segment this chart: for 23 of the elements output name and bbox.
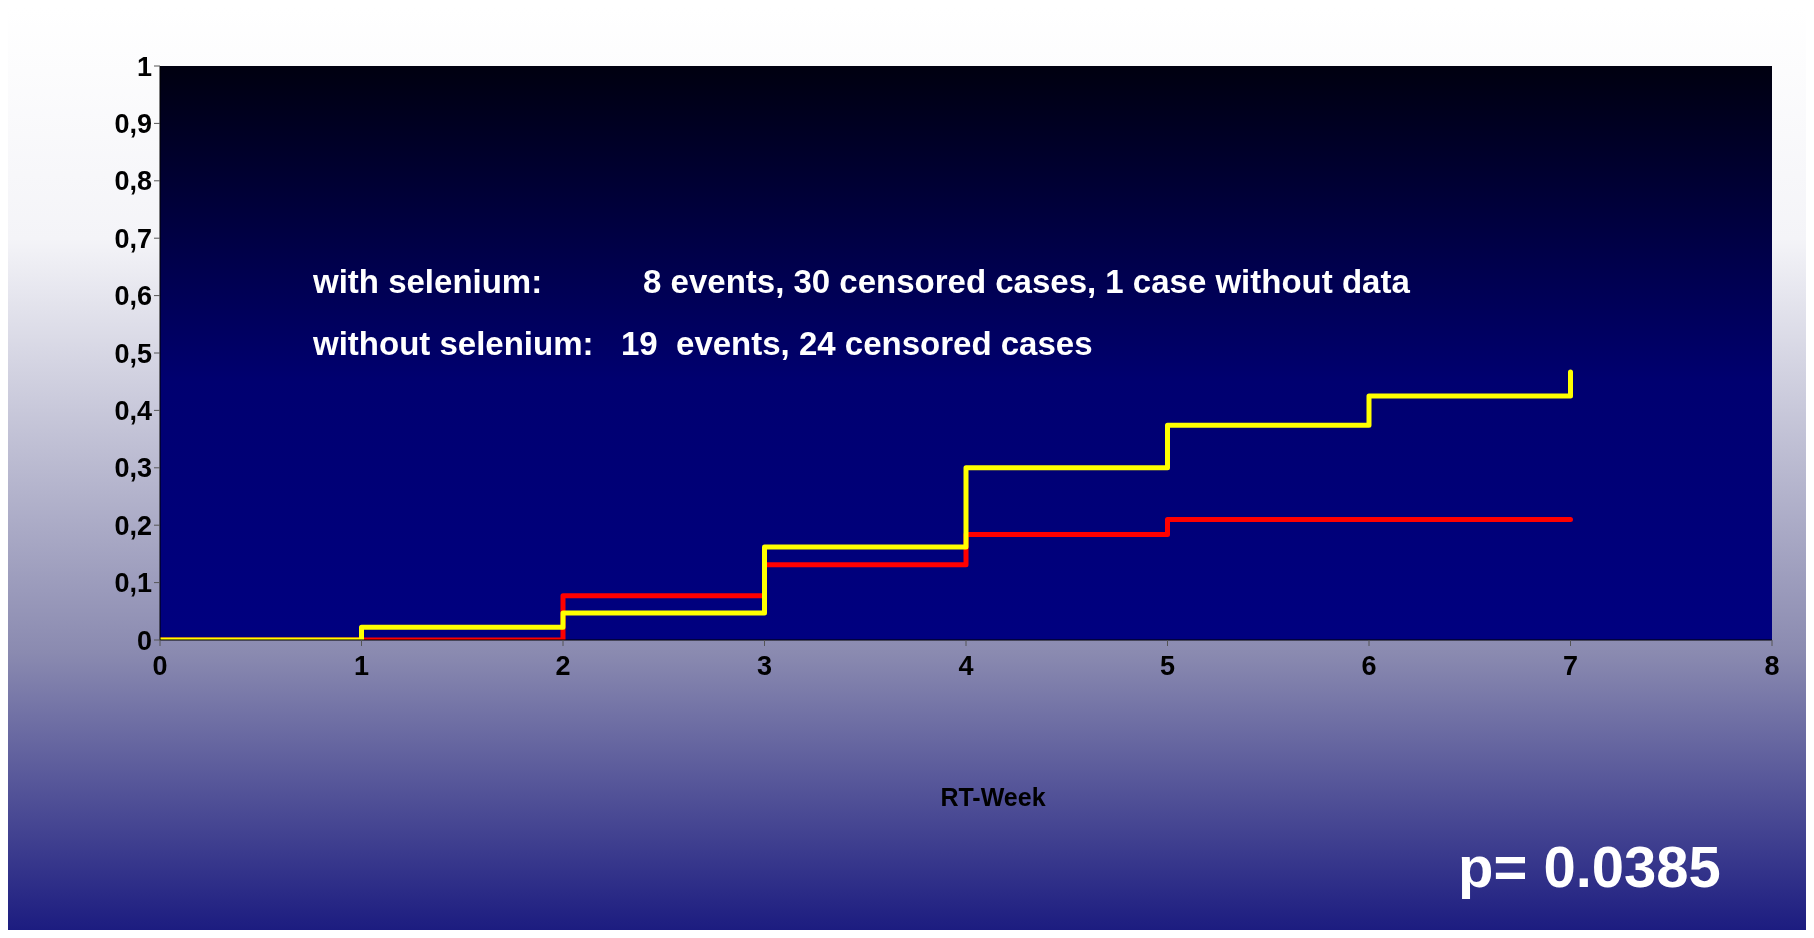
y-tick-label: 0,6 [114, 281, 152, 312]
y-tick-label: 0,4 [114, 395, 152, 426]
y-tick-label: 1 [136, 51, 152, 82]
annotation: without selenium: 19 events, 24 censored cases [313, 325, 1093, 363]
x-tick-label: 1 [353, 651, 370, 682]
x-axis-title: RT-Week [939, 783, 1047, 812]
y-tick-label: 0 [136, 625, 152, 656]
y-tick-label: 0,2 [114, 510, 152, 541]
x-tick-label: 6 [1361, 651, 1377, 682]
y-tick-label: 0,7 [114, 223, 152, 254]
x-tick-label: 3 [756, 651, 773, 682]
x-tick-label: 5 [1159, 651, 1176, 682]
y-tick-label: 0,3 [114, 453, 152, 484]
y-tick-label: 0,5 [114, 338, 152, 369]
x-tick-label: 7 [1562, 651, 1579, 682]
y-tick-label: 0,8 [114, 166, 152, 197]
text: p= 0.0385 [1458, 833, 1721, 900]
x-tick-label: 2 [555, 651, 571, 682]
y-tick-label: 0,1 [114, 568, 152, 599]
x-tick-label: 8 [1764, 651, 1780, 682]
y-tick-label: 0,9 [114, 108, 152, 139]
x-tick-label: 4 [958, 651, 974, 682]
annotation: with selenium: 8 events, 30 censored cases, 1 case without data [313, 263, 1410, 301]
